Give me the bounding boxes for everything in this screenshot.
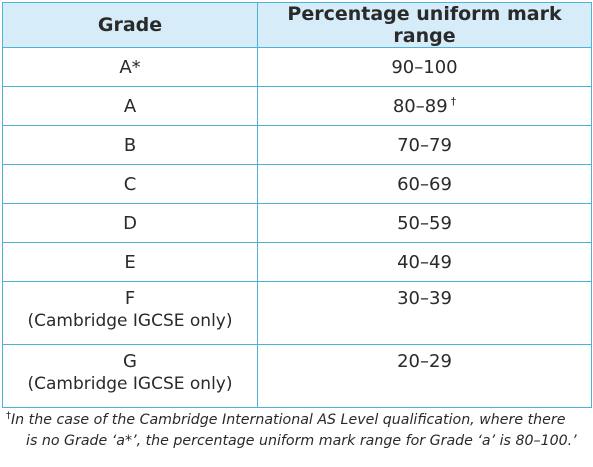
grade-cell: A [2,86,258,126]
range-cell: 40–49 [257,242,592,282]
range-cell: 20–29 [257,344,592,408]
grade-label: A* [119,56,141,78]
footnote-dagger-marker: † [6,410,11,422]
range-column-header: Percentage uniform mark range [257,2,592,48]
grade-qualifier-note: (Cambridge IGCSE only) [27,374,233,394]
table-header-row: Grade Percentage uniform mark range [2,2,592,48]
grade-cell: F (Cambridge IGCSE only) [2,281,258,345]
table-row: B 70–79 [2,125,592,165]
grade-cell: C [2,164,258,204]
range-value: 40–49 [397,251,452,273]
table-row: A* 90–100 [2,47,592,87]
grade-label: A [123,95,137,117]
footnote-line-1: In the case of the Cambridge Internation… [11,412,566,428]
range-cell: 80–89 † [257,86,592,126]
grade-column-header: Grade [2,2,258,48]
range-value: 90–100 [391,56,458,78]
dagger-footnote-marker: † [450,95,457,108]
grade-label: D [123,212,137,234]
range-value: 80–89 [392,96,448,117]
grade-label: C [123,173,137,195]
range-cell: 50–59 [257,203,592,243]
range-value: 50–59 [397,212,452,234]
range-cell: 70–79 [257,125,592,165]
range-value: 60–69 [397,173,452,195]
table-row: E 40–49 [2,242,592,282]
grade-table-container: Grade Percentage uniform mark range A* 9… [2,2,592,408]
table-row: D 50–59 [2,203,592,243]
table-row: G (Cambridge IGCSE only) 20–29 [2,344,592,408]
range-value: 30–39 [397,288,452,309]
grade-label: F [124,288,136,309]
range-cell: 90–100 [257,47,592,87]
footnote: †In the case of the Cambridge Internatio… [6,410,586,452]
range-cell: 60–69 [257,164,592,204]
range-cell: 30–39 [257,281,592,345]
grade-cell: D [2,203,258,243]
grade-cell: E [2,242,258,282]
grade-cell: G (Cambridge IGCSE only) [2,344,258,408]
footnote-line-2: is no Grade ‘a*’, the percentage uniform… [26,433,577,449]
grade-label: E [124,251,136,273]
table-row: A 80–89 † [2,86,592,126]
grade-table: Grade Percentage uniform mark range A* 9… [2,2,592,408]
grade-label: G [123,351,137,372]
grade-qualifier-note: (Cambridge IGCSE only) [27,311,233,331]
grade-label: B [123,134,137,156]
grade-cell: B [2,125,258,165]
range-value: 70–79 [397,134,452,156]
grade-cell: A* [2,47,258,87]
range-value: 20–29 [397,351,452,372]
table-row: F (Cambridge IGCSE only) 30–39 [2,281,592,345]
table-row: C 60–69 [2,164,592,204]
